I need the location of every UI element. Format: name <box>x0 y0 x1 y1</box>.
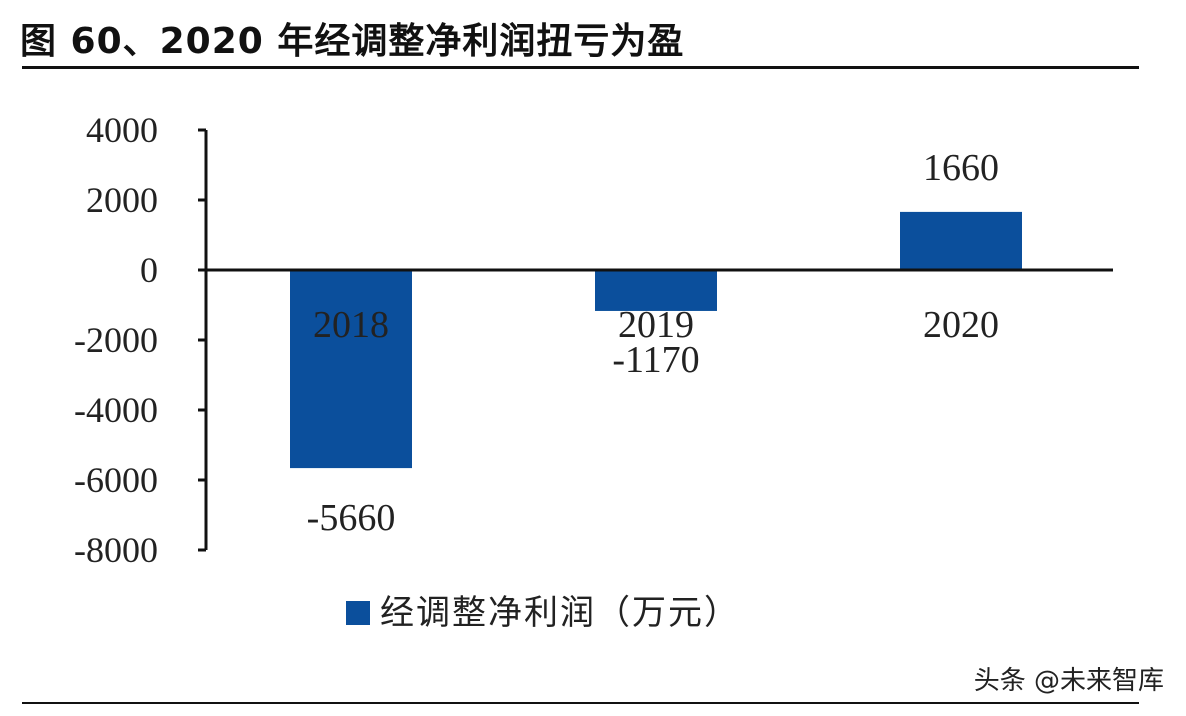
y-tick-label: 0 <box>140 250 158 290</box>
legend-label: 经调整净利润（万元） <box>380 593 740 633</box>
chart-title: 图 60、2020 年经调整净利润扭亏为盈 <box>20 21 685 62</box>
bar-2018 <box>290 270 412 469</box>
y-tick-label: -4000 <box>74 390 158 430</box>
x-category-label: 2019 <box>618 304 694 346</box>
y-tick-label: -2000 <box>74 320 158 360</box>
y-tick-label: 2000 <box>86 180 158 220</box>
y-tick-label: 4000 <box>86 110 158 150</box>
watermark: 头条 @未来智库 <box>973 666 1164 696</box>
x-category-label: 2018 <box>313 304 389 346</box>
y-tick-label: -8000 <box>74 530 158 570</box>
legend-swatch <box>346 601 370 625</box>
y-tick-label: -6000 <box>74 460 158 500</box>
bar-2020 <box>900 211 1022 270</box>
bottom-rule <box>22 702 1139 704</box>
bar-2019 <box>595 270 717 311</box>
data-label: 1660 <box>923 147 999 189</box>
x-category-label: 2020 <box>923 304 999 346</box>
data-label: -1170 <box>612 339 699 381</box>
data-label: -5660 <box>307 497 396 539</box>
title-underline <box>22 66 1139 69</box>
